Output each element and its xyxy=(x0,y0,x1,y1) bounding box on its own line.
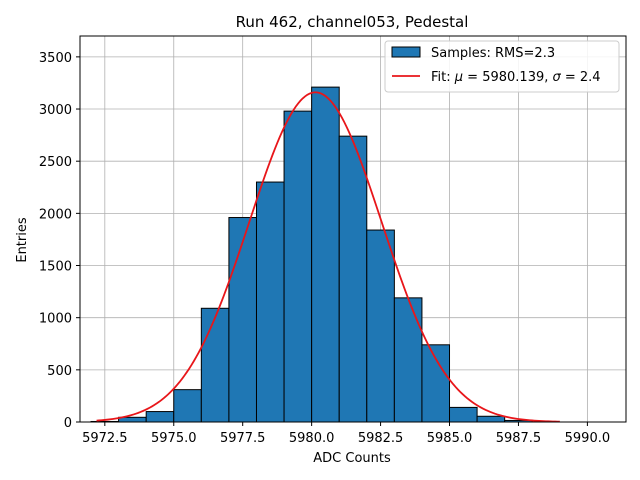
histogram-bar xyxy=(255,181,285,423)
histogram-bar xyxy=(173,389,202,423)
fit-label-prefix: Fit: xyxy=(431,70,455,85)
chart-title: Run 462, channel053, Pedestal xyxy=(236,13,469,31)
fit-sigma-value: = 2.4 xyxy=(561,70,601,85)
legend-label-fit: Fit: μ = 5980.139, σ = 2.4 xyxy=(431,70,601,85)
fit-mu-value: = 5980.139, xyxy=(463,70,552,85)
legend-label-samples: Samples: RMS=2.3 xyxy=(431,46,555,61)
x-tick-label: 5982.5 xyxy=(358,431,404,446)
histogram-bar xyxy=(476,415,506,423)
histogram-bar xyxy=(393,297,423,423)
legend: Samples: RMS=2.3 Fit: μ = 5980.139, σ = … xyxy=(384,40,620,93)
histogram-bars xyxy=(90,86,533,423)
x-axis-label: ADC Counts xyxy=(313,451,391,466)
x-tick-label: 5972.5 xyxy=(82,431,128,446)
y-tick-label: 3500 xyxy=(39,51,72,66)
x-tick-label: 5990.0 xyxy=(565,431,611,446)
histogram-bar xyxy=(283,110,313,423)
y-tick-label: 2000 xyxy=(39,207,72,222)
histogram-bar xyxy=(200,307,230,423)
legend-swatch-samples xyxy=(391,46,421,58)
y-tick-label: 1500 xyxy=(39,260,72,275)
y-tick-label: 500 xyxy=(47,364,72,379)
fit-curve xyxy=(96,91,560,423)
legend-box xyxy=(384,40,620,93)
plot-frame xyxy=(79,35,627,423)
x-tick-label: 5980.0 xyxy=(289,431,335,446)
fit-sigma-symbol: σ xyxy=(553,70,562,85)
histogram-bar xyxy=(421,344,451,423)
x-tick-label: 5985.0 xyxy=(427,431,473,446)
fit-mu-symbol: μ xyxy=(454,70,463,85)
y-tick-label: 3000 xyxy=(39,103,72,118)
y-tick-label: 2500 xyxy=(39,155,72,170)
x-tick-label: 5977.5 xyxy=(220,431,266,446)
histogram-bar xyxy=(449,406,478,423)
histogram-bar xyxy=(311,86,340,423)
histogram-bar xyxy=(338,135,368,423)
fit-curve-group xyxy=(96,91,560,423)
axis-ticks: 5972.5 5975.0 5977.5 5980.0 5982.5 5985.0 5987… xyxy=(39,51,610,446)
y-axis-label: Entries xyxy=(15,217,30,263)
x-tick-label: 5987.5 xyxy=(496,431,542,446)
histogram-bar xyxy=(145,411,175,423)
histogram-bar xyxy=(228,217,257,423)
histogram-bar xyxy=(366,229,395,423)
x-tick-label: 5975.0 xyxy=(151,431,197,446)
y-tick-label: 1000 xyxy=(39,312,72,327)
y-tick-label: 0 xyxy=(64,416,72,431)
